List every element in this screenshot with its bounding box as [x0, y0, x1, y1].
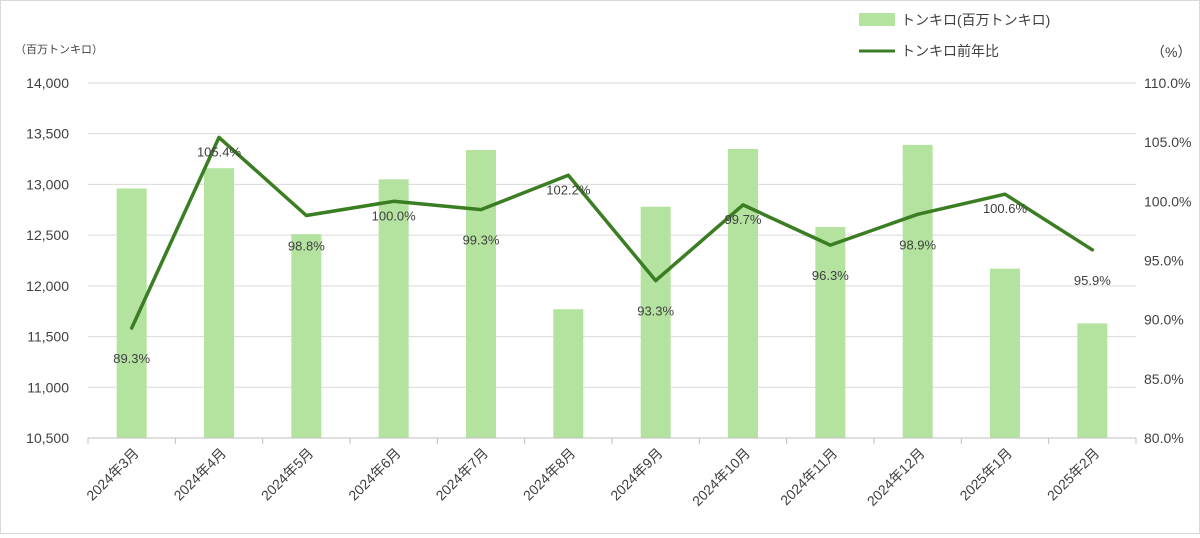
right-tick-label: 110.0%	[1144, 75, 1190, 91]
left-tick-label: 13,500	[26, 126, 69, 142]
right-tick-label: 95.0%	[1144, 253, 1184, 269]
x-tick-label: 2024年4月	[170, 445, 229, 504]
left-tick-label: 14,000	[26, 75, 69, 91]
data-label: 95.9%	[1074, 273, 1111, 288]
line-point	[392, 199, 396, 203]
x-tick-label: 2024年6月	[345, 445, 404, 504]
left-axis-ticks: 10,500 11,000 11,500 12,000 12,500 13,000 13,5…	[26, 75, 69, 446]
legend-label-line: トンキロ前年比	[901, 43, 999, 59]
right-tick-label: 100.0%	[1144, 193, 1191, 209]
line-series	[129, 135, 1095, 330]
line-point	[916, 212, 920, 216]
bar	[291, 234, 322, 438]
line-point	[1003, 192, 1007, 196]
left-tick-label: 12,500	[26, 227, 69, 243]
bar	[466, 149, 496, 438]
line-point	[130, 326, 134, 330]
x-tick-label: 2024年5月	[258, 445, 317, 504]
x-tick-label: 2024年8月	[520, 445, 579, 504]
bar	[902, 144, 933, 438]
line-point	[654, 279, 658, 283]
x-tick-label: 2024年7月	[432, 445, 491, 504]
x-tick-label: 2025年1月	[956, 445, 1015, 504]
x-tick-label: 2024年9月	[607, 445, 666, 504]
right-tick-label: 85.0%	[1144, 371, 1184, 387]
data-label: 98.8%	[288, 239, 325, 254]
data-label: 105.4%	[197, 144, 242, 159]
x-tick-label: 2025年2月	[1044, 445, 1103, 504]
data-label: 99.3%	[463, 233, 500, 248]
x-tick-label: 2024年12月	[864, 445, 928, 509]
bar	[1077, 323, 1108, 438]
left-tick-label: 11,500	[27, 329, 69, 345]
line-point	[304, 214, 308, 218]
line-point	[479, 208, 483, 212]
legend-swatch-bar	[859, 13, 895, 26]
bar	[204, 168, 234, 438]
line-data-labels: 89.3% 105.4% 98.8% 100.0% 99.3% 102.2% 93.3% 99…	[113, 144, 1111, 366]
data-label: 93.3%	[637, 304, 674, 319]
bar	[990, 268, 1020, 438]
left-tick-label: 12,000	[26, 278, 69, 294]
right-axis-unit: （%）	[1151, 44, 1191, 60]
line-point	[566, 173, 570, 177]
bar	[553, 309, 584, 438]
right-tick-label: 105.0%	[1144, 134, 1191, 150]
left-tick-label: 10,500	[26, 430, 69, 446]
line-point	[1090, 248, 1094, 252]
legend: トンキロ(百万トンキロ) トンキロ前年比	[859, 12, 1050, 59]
data-label: 100.0%	[372, 208, 417, 223]
x-axis	[87, 437, 1137, 444]
data-label: 100.6%	[983, 201, 1028, 216]
line-point	[828, 243, 832, 247]
line-point	[217, 135, 221, 139]
right-axis-ticks: 80.0% 85.0% 90.0% 95.0% 100.0% 105.0% 110.0%	[1144, 75, 1191, 446]
data-label: 98.9%	[899, 237, 936, 252]
left-tick-label: 13,000	[26, 176, 69, 192]
line-path	[129, 135, 1095, 330]
data-label: 99.7%	[725, 212, 762, 227]
left-tick-label: 11,000	[27, 379, 69, 395]
data-label: 102.2%	[546, 182, 591, 197]
x-tick-label: 2024年3月	[83, 445, 142, 504]
data-label: 89.3%	[113, 351, 150, 366]
line-point	[741, 203, 745, 207]
bar	[815, 227, 846, 438]
bar	[378, 179, 409, 438]
x-axis-tick-labels: 2024年3月 2024年4月 2024年5月 2024年6月 2024年7月 2024年…	[83, 445, 1102, 509]
right-tick-label: 90.0%	[1144, 312, 1184, 328]
gridlines	[88, 82, 1136, 388]
legend-label-bar: トンキロ(百万トンキロ)	[901, 12, 1050, 28]
right-tick-label: 80.0%	[1144, 430, 1184, 446]
x-tick-label: 2024年11月	[777, 445, 840, 508]
x-tick-label: 2024年10月	[689, 445, 753, 509]
bar-series	[116, 144, 1108, 438]
data-label: 96.3%	[812, 268, 849, 283]
bar	[728, 148, 758, 438]
bar	[640, 206, 671, 438]
left-axis-unit: （百万トンキロ）	[15, 43, 103, 56]
bar	[116, 188, 147, 438]
